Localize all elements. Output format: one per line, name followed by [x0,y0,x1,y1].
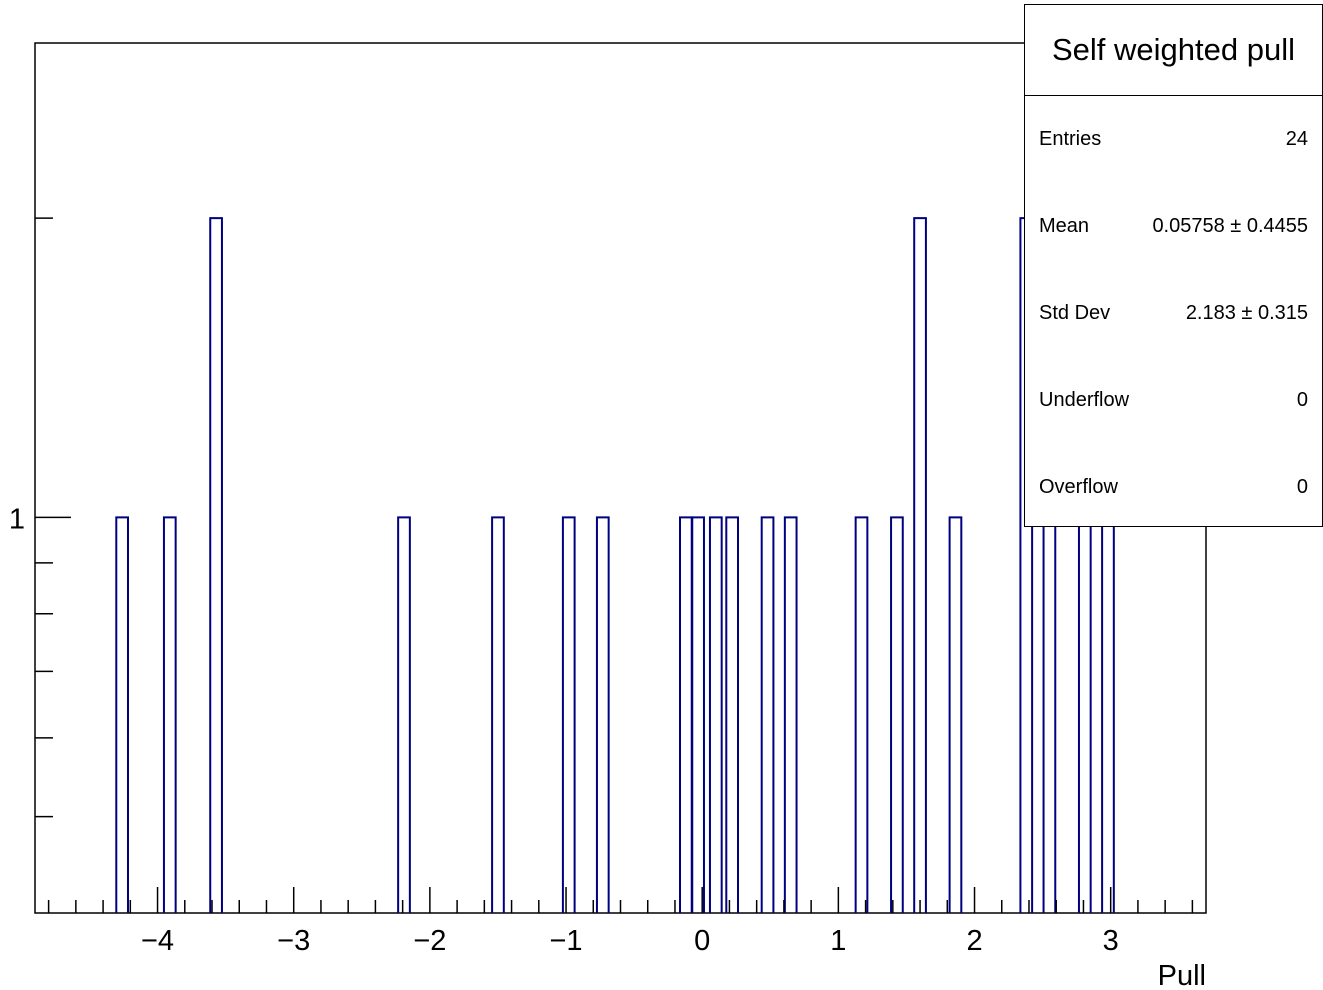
y-axis-ticks [35,217,71,818]
x-tick-label: 2 [966,925,982,957]
histogram-bin [854,516,869,913]
stats-label: Underflow [1039,389,1130,411]
histogram-bins [115,217,1115,913]
histogram-bin [783,516,798,913]
stats-label: Entries [1039,128,1102,150]
histogram-bin [397,516,411,913]
x-tick-label: −1 [549,925,582,957]
stats-value: 0 [1296,476,1308,498]
stats-value: 2.183 ± 0.315 [1185,302,1308,324]
stats-value: 24 [1285,128,1308,150]
stats-box-title: Self weighted pull [1025,5,1322,96]
stats-value: 0 [1296,389,1308,411]
histogram-bin [209,217,223,913]
x-axis-ticks [47,887,1194,913]
histogram-bin [162,516,177,913]
y-tick-label: 1 [9,503,25,535]
histogram-bin [760,516,775,913]
x-tick-label: −3 [277,925,310,957]
stats-label: Std Dev [1039,302,1111,324]
stats-row-mean: Mean 0.05758 ± 0.4455 [1025,183,1322,270]
histogram-bin [913,217,927,913]
stats-label: Mean [1039,215,1090,237]
histogram-bin [1077,516,1092,913]
histogram-bin [679,516,693,913]
stats-row-entries: Entries 24 [1025,96,1322,183]
histogram-bin [691,516,705,913]
histogram-bin [491,516,505,913]
histogram-bin [115,516,129,913]
y-axis-tick-labels: 1 [9,503,25,535]
x-tick-label: 0 [694,925,710,957]
x-tick-label: −4 [141,925,174,957]
histogram-bin [595,516,610,913]
x-tick-label: −2 [413,925,446,957]
stats-box: Self weighted pull Entries 24 Mean 0.057… [1024,4,1323,527]
histogram-bin [708,516,723,913]
stats-row-overflow: Overflow 0 [1025,444,1322,531]
x-axis-tick-labels: −4 −3 −2 −1 0 1 2 3 [141,925,1119,957]
x-axis-title: Pull [1158,960,1206,990]
histogram-bin [1042,516,1057,913]
stats-value: 0.05758 ± 0.4455 [1152,215,1308,237]
histogram-bin [561,516,576,913]
x-tick-label: 3 [1103,925,1119,957]
stats-label: Overflow [1039,476,1118,498]
x-tick-label: 1 [830,925,846,957]
histogram-bin [948,516,963,913]
stats-row-underflow: Underflow 0 [1025,357,1322,444]
stats-row-std-dev: Std Dev 2.183 ± 0.315 [1025,270,1322,357]
histogram-bin [890,516,904,913]
histogram-bin [725,516,740,913]
histogram-bin [1101,516,1115,913]
